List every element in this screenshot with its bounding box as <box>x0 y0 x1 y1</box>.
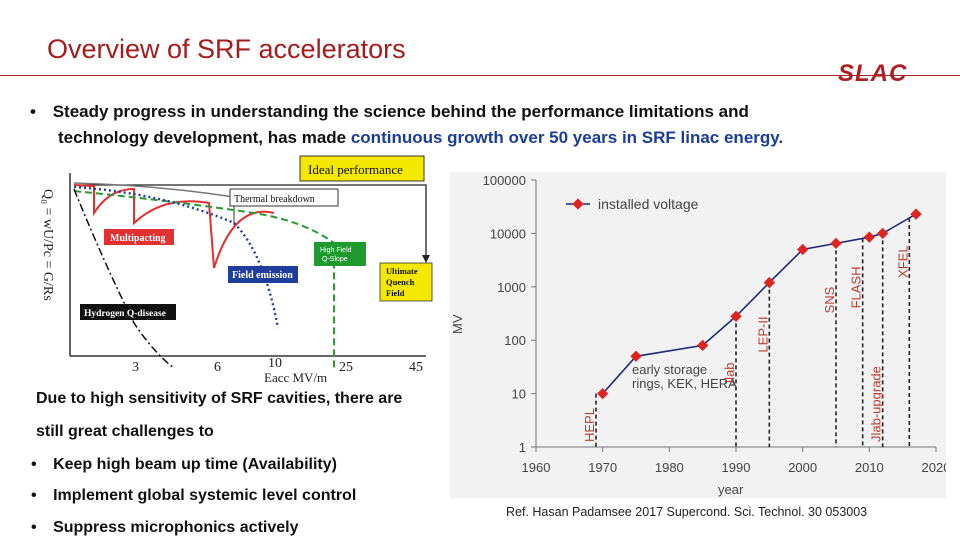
quench-label-3: Field <box>386 288 405 298</box>
challenge-line-1: Due to high sensitivity of SRF cavities,… <box>36 390 403 407</box>
q0-x-tick: 3 <box>132 360 139 375</box>
q0-y-axis-label: Q₀ = wU/Pc = G/Rs <box>40 189 55 301</box>
field-emission-label-box <box>228 266 298 283</box>
chart-annotation: early storage <box>632 362 707 377</box>
challenge-bullet-text: Suppress microphonics actively <box>53 519 299 536</box>
hydrogen-label: Hydrogen Q-disease <box>84 309 166 319</box>
q0-performance-figure: Q₀ = wU/Pc = G/Rs Ideal performance Ther… <box>34 153 444 386</box>
legend-label: installed voltage <box>598 196 699 212</box>
thermal-curve <box>73 182 235 225</box>
multipacting-curve <box>73 184 275 269</box>
chart-y-tick-label: 10000 <box>490 226 526 241</box>
milestone-label: XFEL <box>895 245 910 278</box>
slac-logo: SLAC <box>838 60 908 87</box>
milestone-label: FLASH <box>849 267 864 309</box>
q0-x-tick: 45 <box>409 360 423 375</box>
quench-label-2: Quench <box>386 277 415 287</box>
thermal-label-box <box>229 188 339 207</box>
chart-y-tick-label: 1000 <box>497 280 526 295</box>
data-point <box>763 276 775 289</box>
challenge-bullet: • Keep high beam up time (Availability) <box>31 456 337 474</box>
bullet-glyph: • <box>31 487 37 504</box>
q0-x-tick: 25 <box>339 360 353 375</box>
series-line <box>602 213 917 395</box>
data-point <box>863 231 875 243</box>
bullet-glyph: • <box>31 519 37 536</box>
multipacting-label: Multipacting <box>110 233 166 244</box>
q-slope-label-2: Q-Slope <box>322 256 348 263</box>
chart-y-axis-label: MV <box>450 314 465 334</box>
chart-y-tick-label: 1 <box>519 440 526 455</box>
ideal-arrowhead <box>422 255 430 263</box>
title-divider <box>0 75 960 76</box>
thermal-label: Thermal breakdown <box>234 194 315 205</box>
ideal-label: Ideal performance <box>308 162 403 177</box>
milestone-label: SNS <box>822 286 837 313</box>
challenge-line-2: still great challenges to <box>36 423 214 440</box>
chart-x-tick-label: 2020 <box>922 460 946 475</box>
ideal-label-box <box>299 155 425 182</box>
q-slope-curve <box>73 190 335 368</box>
data-point <box>797 243 809 256</box>
challenge-bullet: • Implement global systemic level contro… <box>31 487 356 505</box>
chart-y-tick-label: 10 <box>512 387 526 402</box>
intro-line-1: Steady progress in understanding the sci… <box>52 102 749 121</box>
chart-y-tick-label: 100000 <box>483 173 526 188</box>
challenge-bullet-text: Keep high beam up time (Availability) <box>53 456 337 473</box>
chart-x-tick-label: 1960 <box>522 460 551 475</box>
data-point <box>630 350 642 362</box>
data-point <box>730 310 742 322</box>
slide-title: Overview of SRF accelerators <box>47 34 406 64</box>
quench-label-1: Ultimate <box>386 266 418 276</box>
reference-note: Ref. Hasan Padamsee 2017 Supercond. Sci.… <box>506 505 868 519</box>
chart-x-tick-label: 2000 <box>788 460 817 475</box>
bullet-glyph: • <box>31 456 37 473</box>
challenge-bullet: • Suppress microphonics actively <box>31 519 298 537</box>
q0-x-tick: 6 <box>214 360 221 375</box>
data-point <box>877 227 889 240</box>
q0-x-tick: 10 <box>268 356 282 371</box>
field-emission-label: Field emission <box>232 270 293 281</box>
milestone-label: LEP-II <box>755 316 770 352</box>
chart-x-tick-label: 1970 <box>588 460 617 475</box>
milestone-label: Jlab <box>722 362 737 386</box>
q0-x-axis-label: Eacc MV/m <box>264 370 327 385</box>
chart-annotation: rings, KEK, HERA <box>632 376 737 391</box>
bullet-glyph: • <box>30 102 36 121</box>
q-slope-label-1: High Field <box>320 247 352 254</box>
chart-x-tick-label: 1990 <box>722 460 751 475</box>
chart-y-tick-label: 100 <box>504 333 526 348</box>
quench-label-box <box>379 262 433 302</box>
intro-bullet: • Steady progress in understanding the s… <box>30 102 749 122</box>
chart-x-tick-label: 1980 <box>655 460 684 475</box>
intro-line-2: technology development, has made continu… <box>58 128 783 148</box>
milestone-label: Jlab-upgrade <box>869 366 884 442</box>
chart-x-axis-label: year <box>718 482 744 497</box>
hydrogen-label-box <box>80 304 176 320</box>
challenge-bullet-text: Implement global systemic level control <box>53 487 357 504</box>
data-point <box>910 208 922 220</box>
q-slope-label-box <box>314 242 366 266</box>
intro-line-2-highlight: continuous growth over 50 years in SRF l… <box>350 128 784 147</box>
multipacting-label-box <box>104 229 174 245</box>
ideal-curve <box>74 184 427 256</box>
milestone-label: HEPL <box>582 408 597 442</box>
chart-x-tick-label: 2010 <box>855 460 884 475</box>
intro-line-2-plain: technology development, has made <box>58 128 351 147</box>
installed-voltage-chart: 1 10 100 1000 10000 100000 1960 1970 1980 1990 200… <box>450 172 946 498</box>
